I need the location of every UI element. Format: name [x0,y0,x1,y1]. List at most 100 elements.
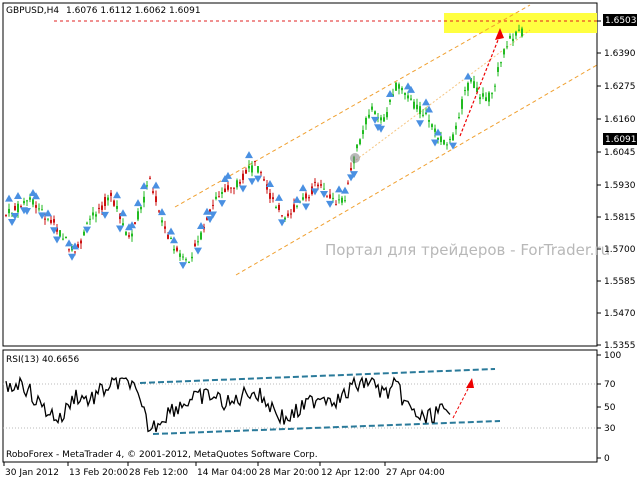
fractal-marker [218,200,226,208]
candle [104,197,106,206]
candle [128,235,130,237]
fractal-marker [119,209,127,217]
fractal-marker [248,178,256,186]
candle [479,97,481,100]
candle [443,139,445,145]
candle [158,210,160,212]
time-tick-label: 28 Mar 20:00 [259,468,319,478]
fractal-marker [266,180,274,188]
candle [371,106,373,110]
candle [167,234,169,239]
candle [383,117,385,122]
candle [518,29,520,31]
candle [155,196,157,203]
candle [494,85,496,87]
fractal-marker [194,247,202,255]
rsi-tick-label: 100 [604,351,621,361]
candle [332,197,334,199]
candle [98,207,100,209]
fractal-marker [8,219,16,227]
fractal-marker [350,171,358,179]
candle [206,217,208,220]
candle [431,124,433,128]
price-tick-label: 1.5355 [604,341,636,351]
price-tick-label: 1.5815 [604,213,636,223]
candle [227,185,229,190]
candle [305,193,307,199]
fractal-marker [239,185,247,193]
fractal-markers [5,72,472,270]
channel-upper-line [174,4,531,208]
candle [92,212,94,216]
fractal-marker [23,207,31,215]
time-tick-label: 13 Feb 20:00 [69,468,128,478]
candle [362,130,364,135]
fractal-marker [224,171,232,179]
candle [119,214,121,220]
candle [140,206,142,210]
fractal-marker [311,188,319,196]
fractal-marker [134,199,142,207]
candle [230,187,232,189]
candle [164,226,166,229]
candle [374,111,376,115]
fractal-marker [206,216,214,224]
price-tick-label: 1.5470 [604,309,636,319]
candle [89,218,91,220]
candle [413,101,415,109]
rsi-tick-label: 30 [604,424,616,434]
candle [290,213,292,215]
candle [449,138,451,140]
fractal-marker [278,219,286,227]
rsi-channel-upper [139,368,496,384]
candle [65,236,67,239]
candle [470,78,472,82]
fractal-marker [32,192,40,200]
candle [185,259,187,261]
fractal-marker [197,221,205,229]
candle [29,197,31,200]
candle [356,144,358,149]
candle [503,49,505,55]
candle [476,87,478,93]
time-tick-label: 27 Apr 04:00 [386,468,445,478]
rsi-line [5,375,451,433]
candle [287,213,289,217]
rsi-channel-lower [152,420,501,435]
price-tick-label: 1.5585 [604,277,636,287]
candle [344,200,346,202]
fractal-marker [341,186,349,194]
candle [200,232,202,240]
candle [380,117,382,121]
fractal-marker [71,242,79,250]
candle [464,90,466,92]
candle [308,197,310,199]
candle [146,185,148,187]
ohlc-label: 1.6076 1.6112 1.6062 1.6091 [66,6,201,16]
fractal-marker [203,207,211,215]
fractal-marker [302,203,310,211]
candle [416,104,418,110]
candle [41,209,43,211]
candle [125,231,127,235]
candle [221,191,223,194]
rsi-tick-label: 70 [604,380,616,390]
candle [257,166,259,173]
candle [395,82,397,91]
rsi-tick-label: 0 [604,454,610,464]
fractal-marker [116,225,124,233]
candle [359,139,361,145]
candle [485,97,487,102]
fractal-marker [371,116,379,124]
time-tick-label: 12 Apr 12:00 [321,468,380,478]
fractal-marker [377,125,385,133]
candle [35,205,37,208]
fractal-marker [422,98,430,106]
candle [452,134,454,141]
candle [143,196,145,203]
candle [44,218,46,220]
current-price-marker [350,153,360,163]
candle [83,231,85,236]
rsi-label: RSI(13) 40.6656 [6,355,79,365]
candle [347,182,349,184]
